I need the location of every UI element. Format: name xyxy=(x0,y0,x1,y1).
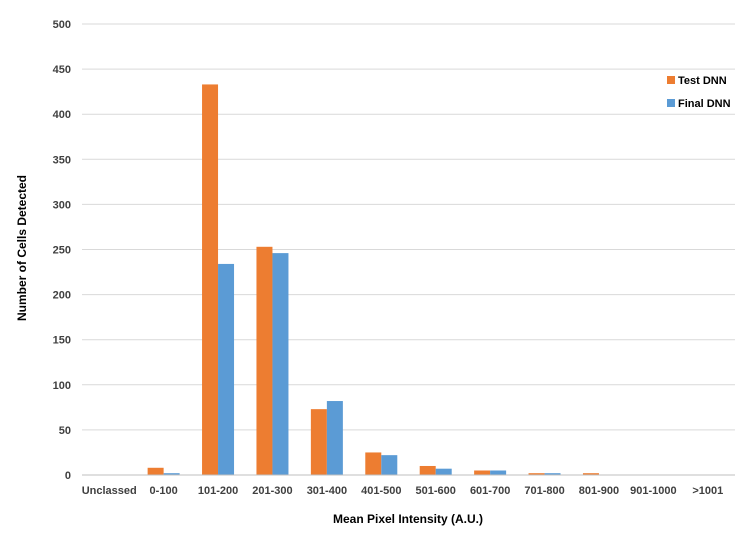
x-tick-label-5: 401-500 xyxy=(361,485,401,497)
bars xyxy=(147,84,599,476)
x-tick-label-0: Unclassed xyxy=(82,485,137,497)
bar-final-dnn-6 xyxy=(435,468,452,475)
y-tick-label-50: 50 xyxy=(59,425,71,437)
y-tick-label-250: 250 xyxy=(53,245,71,257)
y-tick-label-200: 200 xyxy=(53,290,71,302)
legend: Test DNN Final DNN xyxy=(667,75,731,110)
x-tick-label-2: 101-200 xyxy=(198,485,238,497)
x-tick-label-7: 601-700 xyxy=(470,485,510,497)
bar-test-dnn-9 xyxy=(582,473,599,475)
legend-swatch-final-dnn xyxy=(667,99,675,107)
bar-final-dnn-7 xyxy=(490,470,507,475)
x-tick-label-10: 901-1000 xyxy=(630,485,677,497)
y-tick-label-100: 100 xyxy=(53,380,71,392)
bar-test-dnn-2 xyxy=(202,84,219,476)
x-tick-label-8: 701-800 xyxy=(524,485,564,497)
legend-label-final-dnn: Final DNN xyxy=(678,98,731,110)
bar-test-dnn-7 xyxy=(474,470,491,475)
bar-test-dnn-3 xyxy=(256,246,273,475)
x-tick-label-6: 501-600 xyxy=(416,485,456,497)
y-tick-label-150: 150 xyxy=(53,335,71,347)
y-tick-label-300: 300 xyxy=(53,199,71,211)
y-tick-label-350: 350 xyxy=(53,154,71,166)
bar-final-dnn-2 xyxy=(218,263,235,475)
bar-test-dnn-1 xyxy=(147,467,164,475)
x-tick-label-3: 201-300 xyxy=(252,485,292,497)
bar-final-dnn-5 xyxy=(381,455,398,475)
legend-label-test-dnn: Test DNN xyxy=(678,75,727,87)
x-tick-label-1: 0-100 xyxy=(150,485,178,497)
gridlines xyxy=(82,23,735,431)
bar-final-dnn-4 xyxy=(326,401,343,475)
bar-final-dnn-8 xyxy=(544,473,561,475)
x-tick-label-4: 301-400 xyxy=(307,485,347,497)
y-axis-title: Number of Cells Detected xyxy=(15,175,29,321)
y-axis-ticks: 0 50 100 150 200 250 300 350 400 450 500 xyxy=(53,19,71,482)
y-tick-label-0: 0 xyxy=(65,470,71,482)
x-tick-label-9: 801-900 xyxy=(579,485,619,497)
x-axis-title: Mean Pixel Intensity (A.U.) xyxy=(333,512,483,526)
bar-test-dnn-6 xyxy=(419,465,436,475)
y-tick-label-450: 450 xyxy=(53,64,71,76)
y-tick-label-500: 500 xyxy=(53,19,71,31)
x-tick-label-11: >1001 xyxy=(692,485,723,497)
y-tick-label-400: 400 xyxy=(53,109,71,121)
x-axis-ticks: Unclassed 0-100 101-200 201-300 301-400 401-5… xyxy=(82,485,724,497)
legend-swatch-test-dnn xyxy=(667,76,675,84)
bar-final-dnn-3 xyxy=(272,253,289,475)
bar-test-dnn-8 xyxy=(528,473,545,475)
bar-test-dnn-4 xyxy=(310,409,327,475)
bar-final-dnn-1 xyxy=(163,473,180,475)
bar-test-dnn-5 xyxy=(365,452,382,475)
